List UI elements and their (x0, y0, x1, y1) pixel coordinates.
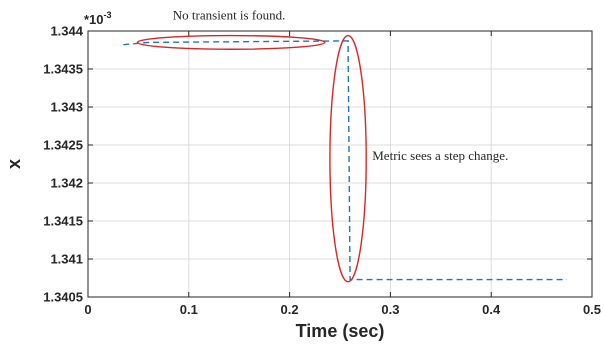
y-axis-label: x (4, 159, 24, 169)
annotation-group: No transient is found. Metric sees a step… (173, 8, 509, 164)
y-tick-label: 1.342 (50, 176, 83, 191)
y-tick-label: 1.341 (50, 252, 83, 267)
x-axis-label: Time (sec) (296, 321, 385, 341)
annotation-text: No transient is found. (173, 8, 286, 23)
x-tick-label: 0.5 (583, 302, 601, 317)
x-tick-label: 0.1 (180, 302, 198, 317)
ticks: 0 0.1 0.2 0.3 0.4 0.5 1.3405 1.341 1.3415 1.342 1.… (43, 24, 601, 318)
x-tick-label: 0.4 (482, 302, 501, 317)
series-group (123, 40, 567, 281)
annotation-text: Metric sees a step change. (372, 148, 508, 163)
highlight-ellipse (136, 34, 326, 50)
x-tick-label: 0.3 (381, 302, 399, 317)
y-exponent-label: *10-3 (84, 10, 112, 27)
y-tick-label: 1.3415 (43, 214, 83, 229)
y-tick-label: 1.343 (50, 100, 83, 115)
series-line (123, 40, 567, 281)
plot-frame (87, 30, 593, 298)
y-tick-label: 1.3425 (43, 138, 83, 153)
x-tick-label: 0 (84, 302, 91, 317)
y-tick-label: 1.344 (50, 24, 83, 39)
plot-area (88, 31, 592, 297)
y-tick-label: 1.3435 (43, 62, 83, 77)
ellipse-group (136, 34, 367, 283)
grid (88, 31, 592, 297)
highlight-ellipse (329, 34, 367, 283)
y-tick-label: 1.3405 (43, 290, 83, 305)
x-tick-label: 0.2 (281, 302, 299, 317)
